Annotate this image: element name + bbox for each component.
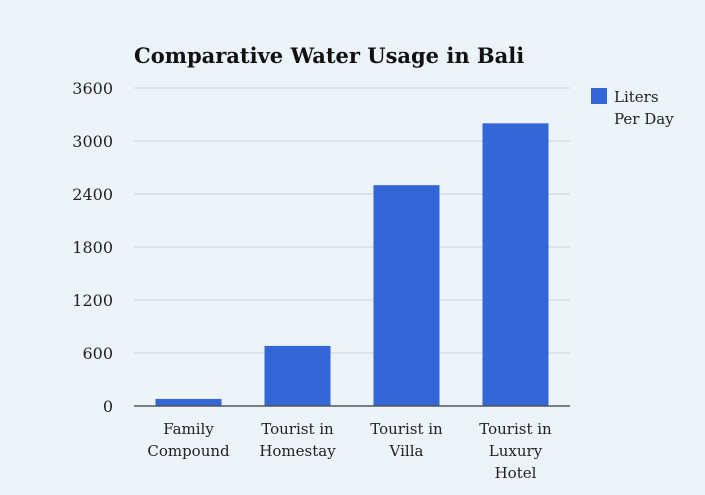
bar[interactable] <box>264 345 331 406</box>
x-axis-labels: Family Compound Tourist in Homestay Tourist … <box>147 420 552 482</box>
y-tick-label: 3000 <box>72 132 113 151</box>
bar[interactable] <box>155 398 222 406</box>
bar[interactable] <box>482 123 549 406</box>
y-tick-label: 0 <box>103 397 113 416</box>
bars <box>155 123 549 406</box>
legend-swatch <box>591 88 607 104</box>
y-tick-label: 600 <box>82 344 113 363</box>
y-tick-label: 2400 <box>72 185 113 204</box>
x-tick-label: Tourist in Luxury Hotel <box>479 420 552 482</box>
x-tick-label: Tourist in Homestay <box>259 420 336 460</box>
legend[interactable]: Liters Per Day <box>591 88 674 128</box>
y-tick-label: 1800 <box>72 238 113 257</box>
chart-title: Comparative Water Usage in Bali <box>134 43 524 68</box>
y-tick-label: 1200 <box>72 291 113 310</box>
bar[interactable] <box>373 185 440 406</box>
y-axis-ticks: 0 600 1200 1800 2400 3000 3600 <box>72 79 113 416</box>
x-tick-label: Tourist in Villa <box>370 420 443 460</box>
legend-label: Liters Per Day <box>614 88 674 128</box>
y-tick-label: 3600 <box>72 79 113 98</box>
x-tick-label: Family Compound <box>147 420 230 460</box>
